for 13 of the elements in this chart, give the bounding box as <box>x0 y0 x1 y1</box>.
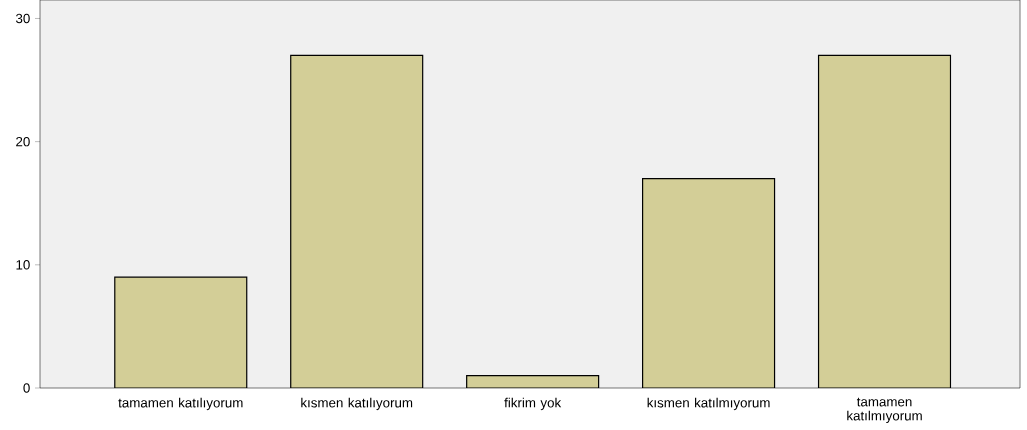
x-tick-label: tamamen katılıyorum <box>118 397 243 411</box>
x-tick-label: kısmen katılıyorum <box>301 397 413 411</box>
x-tick-label: fikrim yok <box>504 397 562 411</box>
y-tick-label: 10 <box>16 260 30 270</box>
x-tick-label: kısmen katılmıyorum <box>647 397 770 411</box>
y-tick-label: 0 <box>23 383 30 393</box>
bar <box>114 277 247 388</box>
bar <box>290 54 424 388</box>
y-tick-label: 20 <box>16 136 30 147</box>
x-tick-label: tamamen katılmıyorum <box>847 397 922 424</box>
bar <box>817 54 952 388</box>
y-tick-label: 30 <box>15 13 30 24</box>
bar <box>642 178 776 388</box>
